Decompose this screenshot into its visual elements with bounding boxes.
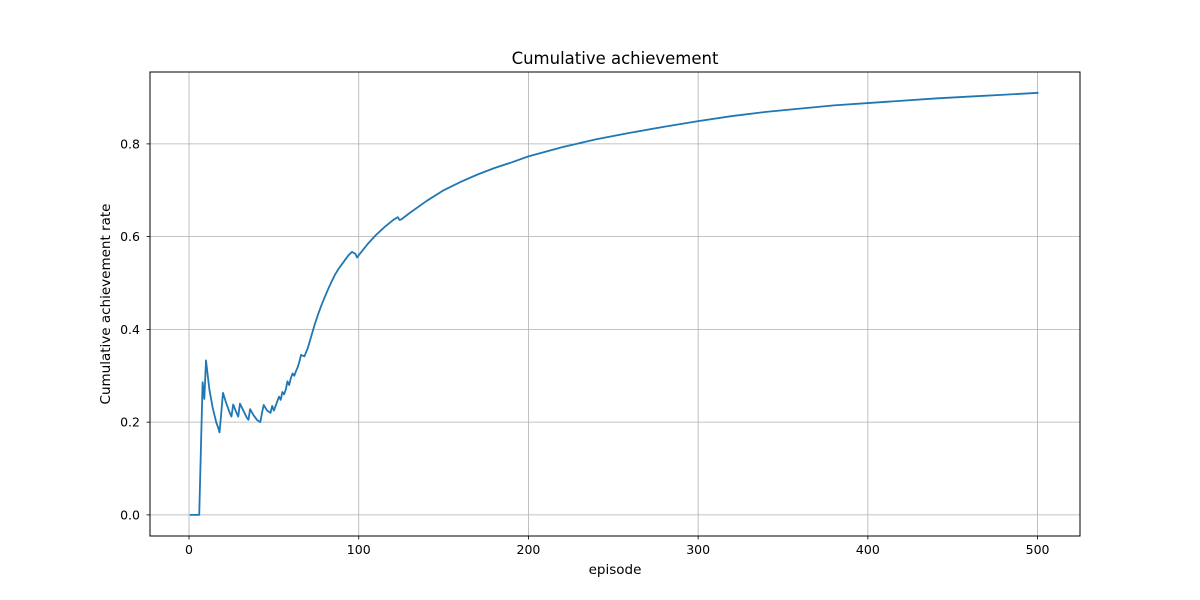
x-tick-label: 500	[1026, 542, 1050, 557]
plot-frame	[149, 71, 1081, 537]
x-tick-label: 0	[185, 542, 193, 557]
x-axis-label: episode	[589, 562, 642, 578]
x-tick-label: 100	[347, 542, 371, 557]
y-tick-label: 0.0	[120, 507, 140, 522]
series-layer	[189, 91, 1039, 516]
x-tick-label: 300	[686, 542, 710, 557]
y-axis-label: Cumulative achievement rate	[98, 204, 114, 405]
chart-title: Cumulative achievement	[512, 49, 719, 68]
axis-ticks: 0 100 200 300 400 500 0.0 0.2 0.4 0.6 0.8	[120, 136, 1049, 557]
y-tick-label: 0.8	[120, 136, 140, 151]
grid	[150, 72, 1080, 536]
y-tick-label: 0.4	[120, 322, 140, 337]
y-tick-label: 0.2	[120, 415, 140, 430]
x-tick-label: 400	[856, 542, 880, 557]
series-line	[189, 91, 1039, 516]
x-tick-label: 200	[517, 542, 541, 557]
y-tick-label: 0.6	[120, 229, 140, 244]
